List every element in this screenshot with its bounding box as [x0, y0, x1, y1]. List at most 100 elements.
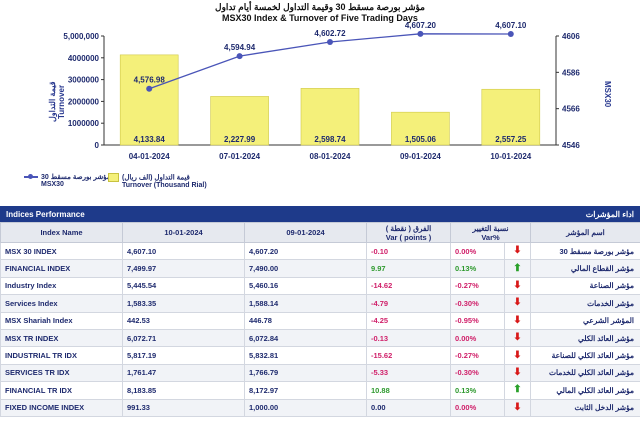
bar-value-label: 1,505.06	[405, 135, 437, 144]
bar	[210, 96, 269, 146]
y-right-label: MSX30	[603, 80, 612, 108]
col-pct-en: Var%	[481, 232, 500, 242]
value-date-1: 1,761.47	[122, 363, 245, 383]
value-date-2: 5,832.81	[244, 346, 367, 365]
table-head-row: Index Name 10-01-2024 09-01-2024 الفرق (…	[0, 222, 640, 243]
var-percent: 0.13%	[450, 381, 505, 400]
var-percent: -0.27%	[450, 276, 505, 296]
col-index-name: Index Name	[0, 222, 123, 243]
legend-line-en: MSX30	[41, 181, 64, 188]
y-right-tick-label: 4586	[562, 68, 580, 77]
legend-line: مؤشر بورصة مسقط 30 MSX30	[24, 173, 111, 188]
var-points: -0.13	[366, 328, 451, 348]
direction-cell: ⬇	[504, 398, 531, 417]
index-name-ar: مؤشر العائد الكلي للصناعة	[530, 346, 640, 365]
var-percent: -0.27%	[450, 346, 505, 365]
table-row: MSX 30 INDEX 4,607.10 4,607.20 -0.10 0.00% ⬇ م…	[0, 241, 640, 261]
bar-value-label: 4,133.84	[134, 135, 166, 144]
col-pct-ar: نسبة التغيير	[472, 223, 509, 233]
index-name-ar: مؤشر العائد الكلي	[530, 328, 640, 348]
table-row: FINANCIAL TR IDX 8,183.85 8,172.97 10.88 0.1…	[0, 381, 640, 400]
line-point	[327, 38, 333, 45]
value-date-2: 6,072.84	[244, 328, 367, 348]
y-left-label: قيمة التداول Turnover	[48, 72, 66, 132]
value-date-1: 442.53	[122, 311, 245, 330]
index-name-ar: مؤشر بورصة مسقط 30	[530, 241, 640, 261]
arrow-down-icon: ⬇	[513, 401, 522, 413]
var-points: -0.10	[366, 241, 451, 261]
index-name-en: FIXED INCOME INDEX	[0, 398, 123, 417]
index-name-en: MSX Shariah Index	[0, 311, 123, 330]
arrow-down-icon: ⬇	[513, 349, 522, 361]
table-row: Services Index 1,583.35 1,588.14 -4.79 -0.30…	[0, 294, 640, 313]
value-date-2: 1,000.00	[244, 398, 367, 417]
index-name-en: FINANCIAL INDEX	[0, 259, 123, 278]
value-date-1: 8,183.85	[122, 381, 245, 400]
var-points: -4.25	[366, 311, 451, 330]
line-point	[146, 85, 153, 92]
var-percent: 0.13%	[450, 259, 505, 278]
var-percent: 0.00%	[450, 328, 505, 348]
index-name-en: INDUSTRIAL TR IDX	[0, 346, 123, 365]
var-points: 10.88	[366, 381, 451, 400]
index-name-en: Industry Index	[0, 276, 123, 296]
y-left-tick-label: 2000000	[68, 97, 100, 106]
index-name-en: Services Index	[0, 294, 123, 313]
value-date-1: 6,072.71	[122, 328, 245, 348]
legend-bar: قيمة التداول (الف ريال) Turnover (Thousa…	[108, 173, 207, 189]
index-name-en: MSX 30 INDEX	[0, 241, 123, 261]
y-right-tick-label: 4606	[562, 32, 580, 41]
value-date-2: 1,766.79	[244, 363, 367, 383]
y-left-tick-label: 4000000	[68, 54, 100, 63]
indices-table: Index Name 10-01-2024 09-01-2024 الفرق (…	[0, 222, 640, 417]
bar-value-label: 2,227.99	[224, 135, 256, 144]
x-tick-label: 07-01-2024	[219, 152, 260, 161]
col-date-2: 09-01-2024	[244, 222, 367, 243]
col-var-points: الفرق ( نقطة ) Var ( points )	[366, 222, 451, 243]
index-name-ar: مؤشر الخدمات	[530, 294, 640, 313]
arrow-down-icon: ⬇	[513, 314, 522, 326]
chart-title-ar: مؤشر بورصة مسقط 30 وقيمة التداول لخمسة أ…	[215, 2, 425, 12]
y-left-label-ar: قيمة التداول	[48, 81, 57, 123]
line-value-label: 4,607.20	[405, 21, 437, 30]
arrow-down-icon: ⬇	[513, 332, 522, 344]
chart-svg: 0 1000000 2000000 3000000 4000000 5,000,000 45…	[63, 21, 580, 161]
col-var-ar: الفرق ( نقطة )	[385, 223, 432, 233]
indices-performance-panel: Indices Performance اداء المؤشرات Index …	[0, 206, 640, 423]
col-var-pct: نسبة التغيير Var%	[450, 222, 531, 243]
value-date-2: 4,607.20	[244, 241, 367, 261]
index-name-ar: مؤشر الدخل الثابت	[530, 398, 640, 417]
var-points: 0.00	[366, 398, 451, 417]
direction-cell: ⬇	[504, 241, 531, 261]
var-percent: -0.30%	[450, 294, 505, 313]
var-percent: -0.30%	[450, 363, 505, 383]
line-value-label: 4,602.72	[314, 29, 346, 38]
chart-panel: مؤشر بورصة مسقط 30 وقيمة التداول لخمسة أ…	[0, 0, 640, 200]
bar	[391, 111, 450, 146]
legend-bar-swatch	[108, 173, 119, 182]
arrow-down-icon: ⬇	[513, 366, 522, 378]
legend-line-ar: مؤشر بورصة مسقط 30	[41, 174, 111, 181]
direction-cell: ⬇	[504, 311, 531, 330]
var-percent: 0.00%	[450, 398, 505, 417]
direction-cell: ⬆	[504, 381, 531, 400]
table-header-bar: Indices Performance اداء المؤشرات	[0, 206, 640, 222]
bar-value-label: 2,557.25	[495, 135, 527, 144]
var-points: -14.62	[366, 276, 451, 296]
legend-line-swatch	[24, 174, 38, 180]
value-date-1: 991.33	[122, 398, 245, 417]
y-right-tick-label: 4566	[562, 105, 580, 114]
arrow-up-icon: ⬆	[513, 384, 522, 396]
value-date-1: 5,445.54	[122, 276, 245, 296]
line-point	[507, 31, 514, 38]
var-percent: 0.00%	[450, 241, 505, 261]
table-row: MSX TR INDEX 6,072.71 6,072.84 -0.13 0.00% ⬇ م…	[0, 328, 640, 348]
direction-cell: ⬇	[504, 294, 531, 313]
direction-cell: ⬆	[504, 259, 531, 278]
table-row: INDUSTRIAL TR IDX 5,817.19 5,832.81 -15.62-…	[0, 346, 640, 365]
table-row: MSX Shariah Index 442.53 446.78 -4.25 -0.95%…	[0, 311, 640, 330]
value-date-2: 8,172.97	[244, 381, 367, 400]
index-name-en: MSX TR INDEX	[0, 328, 123, 348]
value-date-1: 1,583.35	[122, 294, 245, 313]
index-name-ar: مؤشر الصناعة	[530, 276, 640, 296]
